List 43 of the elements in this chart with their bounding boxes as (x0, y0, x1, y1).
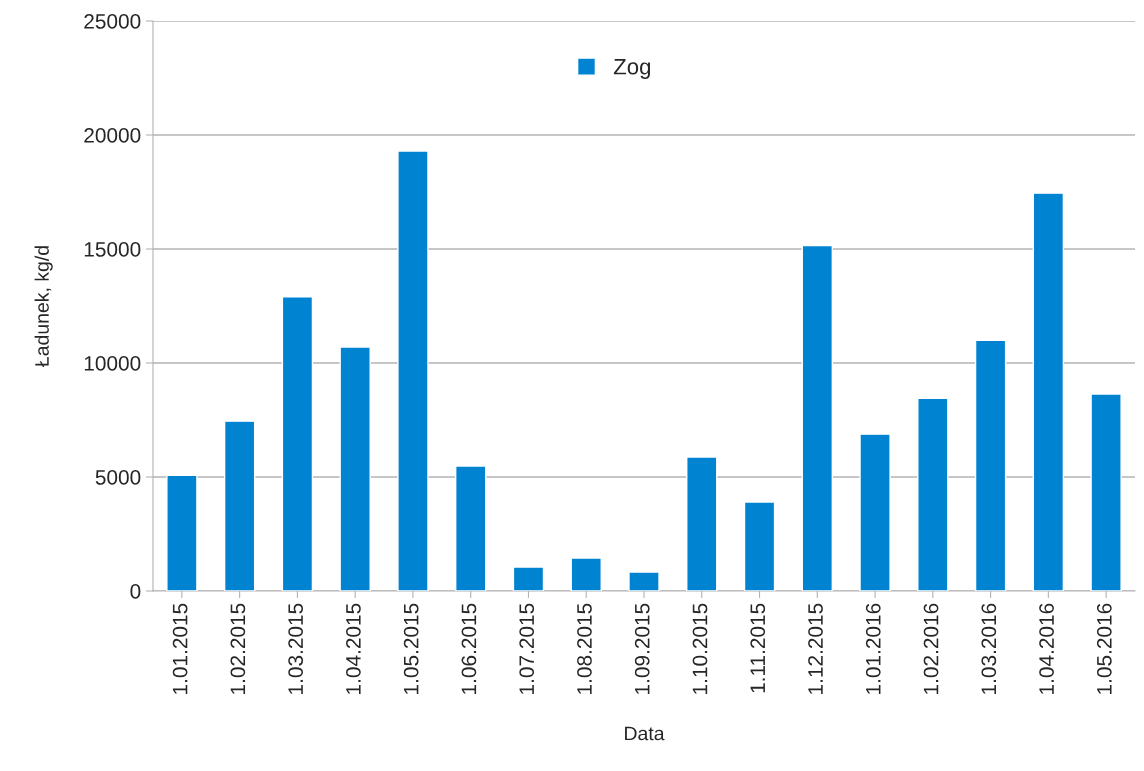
bar (686, 456, 718, 591)
bar (454, 465, 487, 591)
bar (974, 339, 1007, 591)
x-tick-label: 1.10.2015 (692, 603, 708, 694)
bar (570, 557, 602, 591)
x-tick-label: 1.07.2015 (519, 603, 535, 694)
bar (1090, 393, 1122, 591)
x-axis-title: Data (625, 726, 665, 741)
bar (166, 474, 198, 591)
bar (512, 566, 545, 591)
x-tick-label: 1.08.2015 (577, 603, 592, 694)
y-tick-label: 5000 (95, 470, 141, 485)
x-tick-label: 1.05.2016 (1096, 603, 1112, 694)
bar (397, 150, 429, 591)
y-tick-label: 15000 (84, 242, 141, 257)
bar (628, 571, 660, 591)
legend-label: Zog (613, 59, 651, 79)
x-tick-label: 1.01.2016 (865, 603, 881, 694)
x-tick-label: 1.03.2015 (288, 603, 303, 694)
bar (743, 501, 776, 591)
x-tick-label: 1.04.2015 (346, 603, 361, 694)
y-tick-label: 10000 (84, 356, 141, 371)
bar (801, 244, 834, 591)
bar (917, 397, 949, 591)
bar (859, 433, 891, 591)
bar (281, 296, 314, 591)
x-tick-label: 1.04.2016 (1039, 603, 1054, 694)
x-tick-label: 1.12.2015 (808, 603, 823, 694)
x-tick-label: 1.11.2015 (750, 603, 766, 693)
x-tick-label: 1.05.2015 (403, 603, 419, 694)
bar (339, 346, 371, 591)
x-tick-label: 1.09.2015 (634, 603, 650, 694)
x-tick-label: 1.06.2015 (461, 603, 477, 694)
y-axis-title: Ładunek, kg/d (34, 246, 53, 367)
y-tick-label: 25000 (84, 14, 141, 29)
bar (1032, 192, 1065, 591)
y-tick-label: 20000 (84, 128, 141, 143)
x-tick-label: 1.02.2016 (923, 603, 939, 694)
y-tick-label: 0 (130, 584, 141, 599)
bar (223, 420, 256, 591)
x-tick-label: 1.01.2015 (172, 603, 188, 694)
x-tick-label: 1.03.2016 (981, 603, 997, 694)
x-tick-label: 1.02.2015 (230, 603, 246, 694)
